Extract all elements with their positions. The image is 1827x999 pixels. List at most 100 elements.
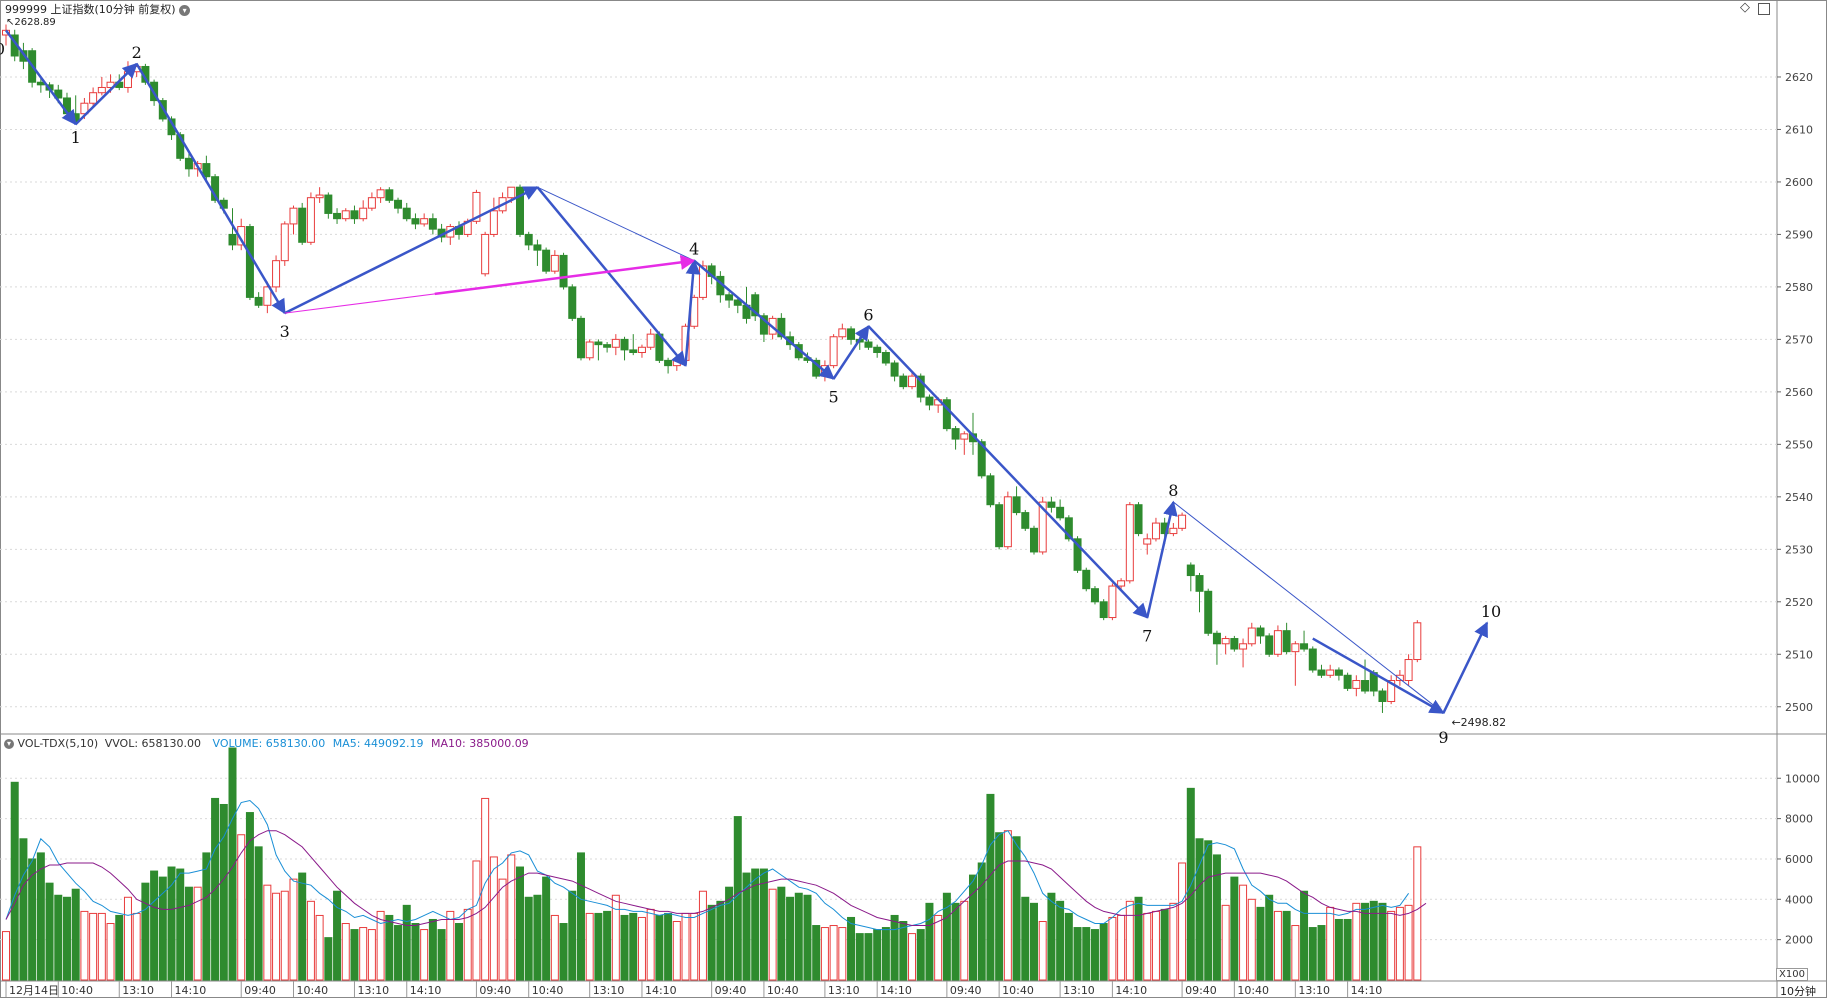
candle-body: [942, 399, 951, 430]
time-tick-label: 10:40: [767, 984, 799, 997]
chart-title-text: 999999 上证指数(10分钟 前复权): [5, 3, 176, 16]
volume-bar: [646, 908, 655, 981]
wave-segment: [693, 259, 835, 380]
volume-bar: [524, 896, 533, 981]
volume-bar: [768, 888, 777, 981]
wave-label: 10: [1481, 602, 1501, 621]
candle-body: [1282, 630, 1291, 653]
volume-bar: [376, 910, 385, 981]
volume-bar: [150, 870, 159, 981]
dropdown-icon[interactable]: ▾: [179, 4, 191, 16]
volume-tick-label: 4000: [1785, 893, 1813, 906]
wave-label: 4: [689, 240, 699, 259]
volume-bar: [803, 894, 812, 981]
volume-bar: [1151, 910, 1160, 981]
period-label[interactable]: 10分钟: [1780, 985, 1816, 998]
volume-bar: [289, 878, 298, 981]
candle-body: [420, 218, 429, 225]
volume-bar: [71, 888, 80, 981]
volume-bar: [10, 781, 19, 981]
wave-label: 1: [71, 128, 81, 147]
candle-body: [559, 254, 568, 288]
candle-body: [916, 375, 925, 398]
volume-bar: [446, 910, 455, 981]
volume-bar: [698, 890, 707, 981]
candle-body: [1256, 627, 1265, 637]
wave-segment: [4, 29, 77, 126]
candle-body: [1151, 522, 1160, 540]
volume-tick-label: 2000: [1785, 934, 1813, 947]
candle-body: [89, 92, 98, 104]
volume-bar: [28, 858, 37, 981]
volume-bar: [672, 920, 681, 981]
wave-segment: [684, 259, 701, 366]
wave-thin-line: [537, 186, 695, 262]
candle-body: [1317, 669, 1326, 676]
candle-body: [1413, 622, 1422, 661]
vvol-value: VVOL: 658130.00: [104, 737, 202, 750]
volume-bar: [664, 912, 673, 981]
volume-bar: [1012, 836, 1021, 981]
volume-bar: [707, 904, 716, 981]
candle-body: [1064, 517, 1073, 540]
candle-body: [698, 265, 707, 298]
candle-body: [263, 286, 272, 306]
candle-body: [1343, 674, 1352, 689]
volume-bar: [481, 797, 490, 981]
candle-body: [1308, 648, 1317, 671]
candle-body: [202, 163, 211, 178]
time-tick-label: 14:10: [1115, 984, 1147, 997]
candle-body: [986, 475, 995, 506]
wave-segment: [536, 186, 687, 367]
volume-bar: [995, 832, 1004, 981]
candle-body: [977, 441, 986, 477]
candle-body: [228, 233, 237, 246]
wave-segment: [1146, 500, 1178, 618]
volume-bar: [1099, 923, 1108, 981]
candle-body: [80, 102, 89, 115]
candle-body: [576, 317, 585, 359]
candle-body: [306, 197, 315, 243]
volume-bar: [829, 925, 838, 981]
volume-tick-label: 6000: [1785, 853, 1813, 866]
diamond-icon[interactable]: ◇: [1740, 0, 1750, 15]
volume-bar: [1265, 894, 1274, 981]
collapse-icon[interactable]: ▾: [4, 739, 14, 749]
volume-bar: [786, 896, 795, 981]
candle-body: [402, 207, 411, 220]
candle-body: [1108, 585, 1117, 619]
volume-bar: [637, 916, 646, 981]
volume-value: VOLUME: 658130.00: [212, 737, 326, 750]
candle-body: [1134, 504, 1143, 535]
first-close-value: 2628.89: [14, 17, 56, 28]
candle-body: [908, 375, 917, 388]
volume-bar: [1326, 906, 1335, 981]
panel-toggle-icon[interactable]: [1758, 3, 1770, 15]
time-tick-label: 09:40: [244, 984, 276, 997]
volume-bar: [254, 846, 263, 981]
candle-body: [829, 336, 838, 367]
volume-bar: [759, 868, 768, 981]
candle-body: [272, 260, 281, 288]
volume-bar: [890, 914, 899, 981]
volume-bar: [533, 894, 542, 981]
volume-bar: [1134, 896, 1143, 981]
candle-body: [759, 315, 768, 335]
volume-bar: [1056, 900, 1065, 981]
volume-bar: [1047, 892, 1056, 981]
candle-body: [411, 218, 420, 225]
volume-bar: [1247, 898, 1256, 981]
candle-body: [176, 134, 185, 159]
volume-bar: [934, 914, 943, 981]
price-tick-label: 2610: [1785, 123, 1813, 136]
price-tick-label: 2540: [1785, 491, 1813, 504]
volume-bar: [89, 912, 98, 981]
volume-bar: [1361, 902, 1370, 981]
volume-bar: [1282, 910, 1291, 981]
volume-bar: [1195, 838, 1204, 981]
time-tick-label: 13:10: [593, 984, 625, 997]
volume-bar: [36, 852, 45, 981]
volume-bar: [394, 925, 403, 981]
candle-body: [19, 50, 28, 62]
